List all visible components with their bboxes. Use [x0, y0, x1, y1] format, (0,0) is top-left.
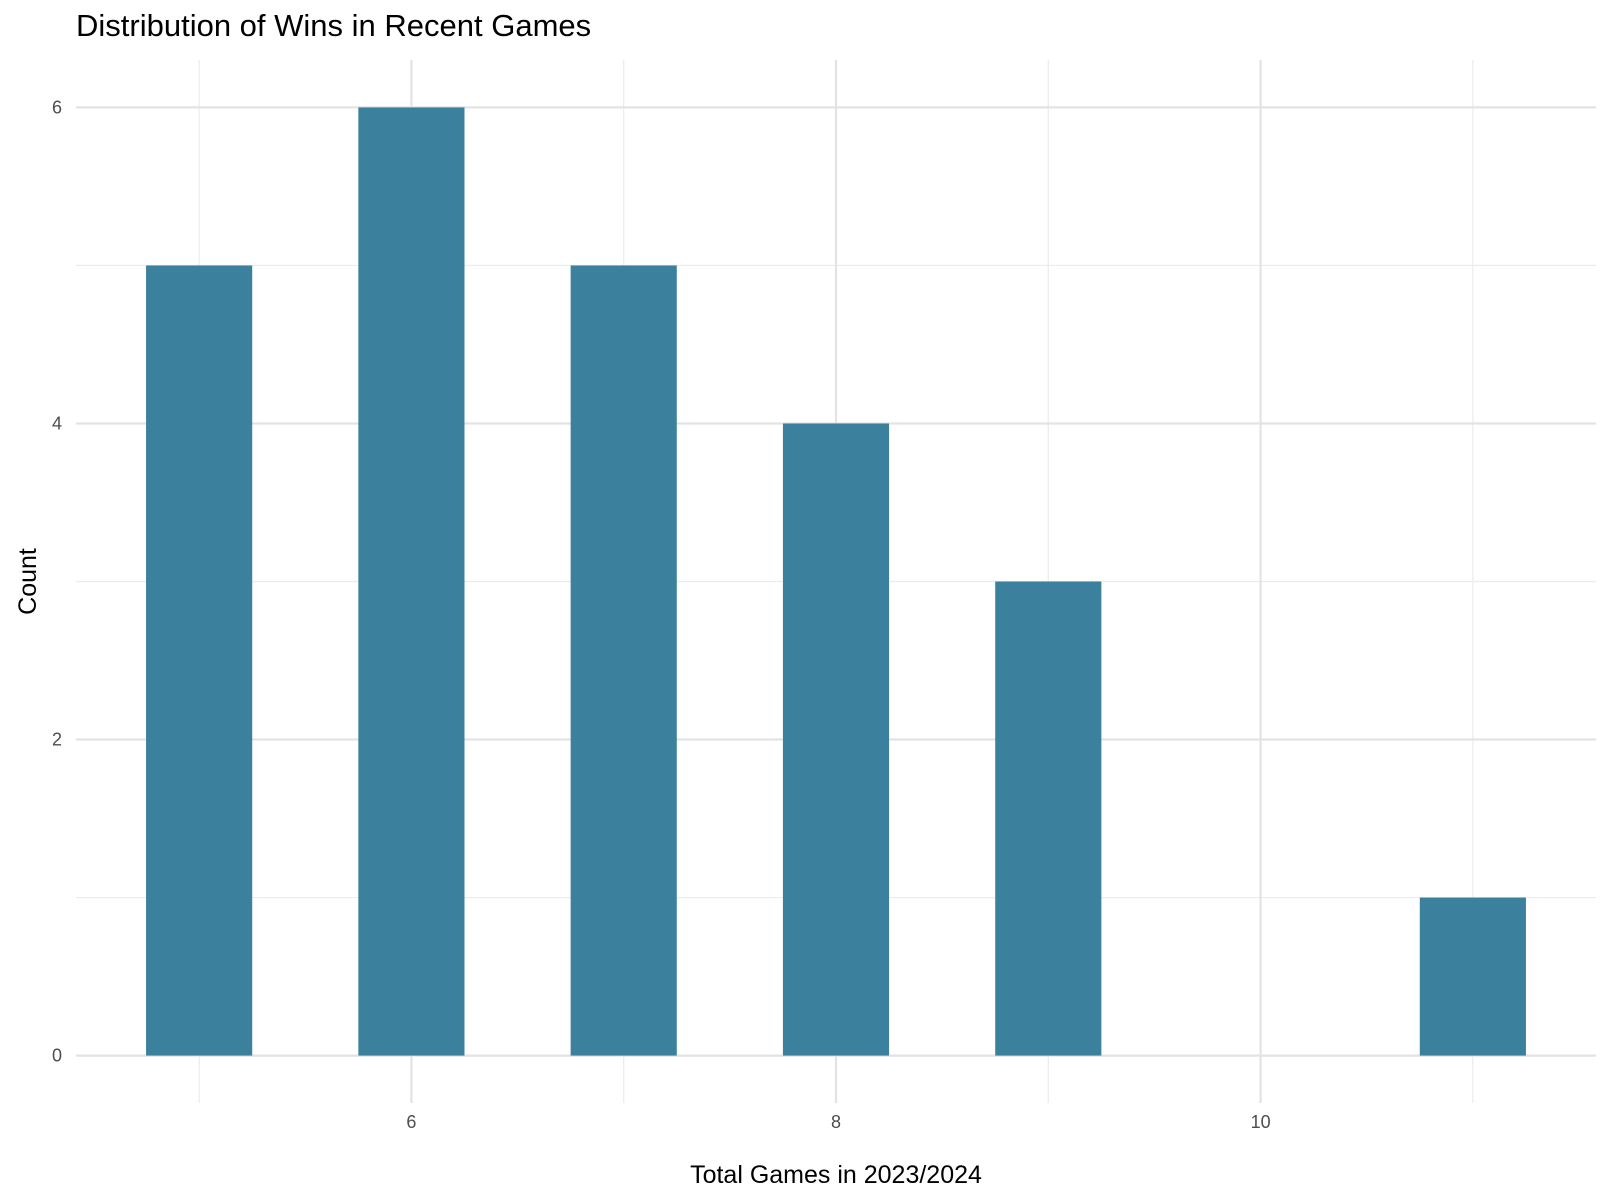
- bar: [570, 265, 677, 1056]
- bar: [358, 107, 465, 1056]
- x-tick-label: 8: [831, 1112, 841, 1132]
- x-tick-labels: 6 8 10: [406, 1112, 1270, 1132]
- x-tick-label: 10: [1251, 1112, 1271, 1132]
- y-tick-label: 4: [52, 413, 62, 433]
- y-tick-label: 6: [52, 97, 62, 117]
- y-axis-title: Count: [14, 548, 42, 615]
- bar: [782, 423, 890, 1056]
- bar: [995, 581, 1102, 1056]
- x-axis-title: Total Games in 2023/2024: [690, 1161, 982, 1189]
- y-tick-label: 2: [52, 730, 62, 750]
- y-tick-labels: 0 2 4 6: [52, 97, 62, 1065]
- y-tick-label: 0: [52, 1046, 62, 1066]
- bars: [146, 107, 1526, 1056]
- chart-title: Distribution of Wins in Recent Games: [76, 8, 592, 43]
- bar: [146, 265, 253, 1056]
- x-tick-label: 6: [406, 1112, 416, 1132]
- bar: [1419, 897, 1526, 1056]
